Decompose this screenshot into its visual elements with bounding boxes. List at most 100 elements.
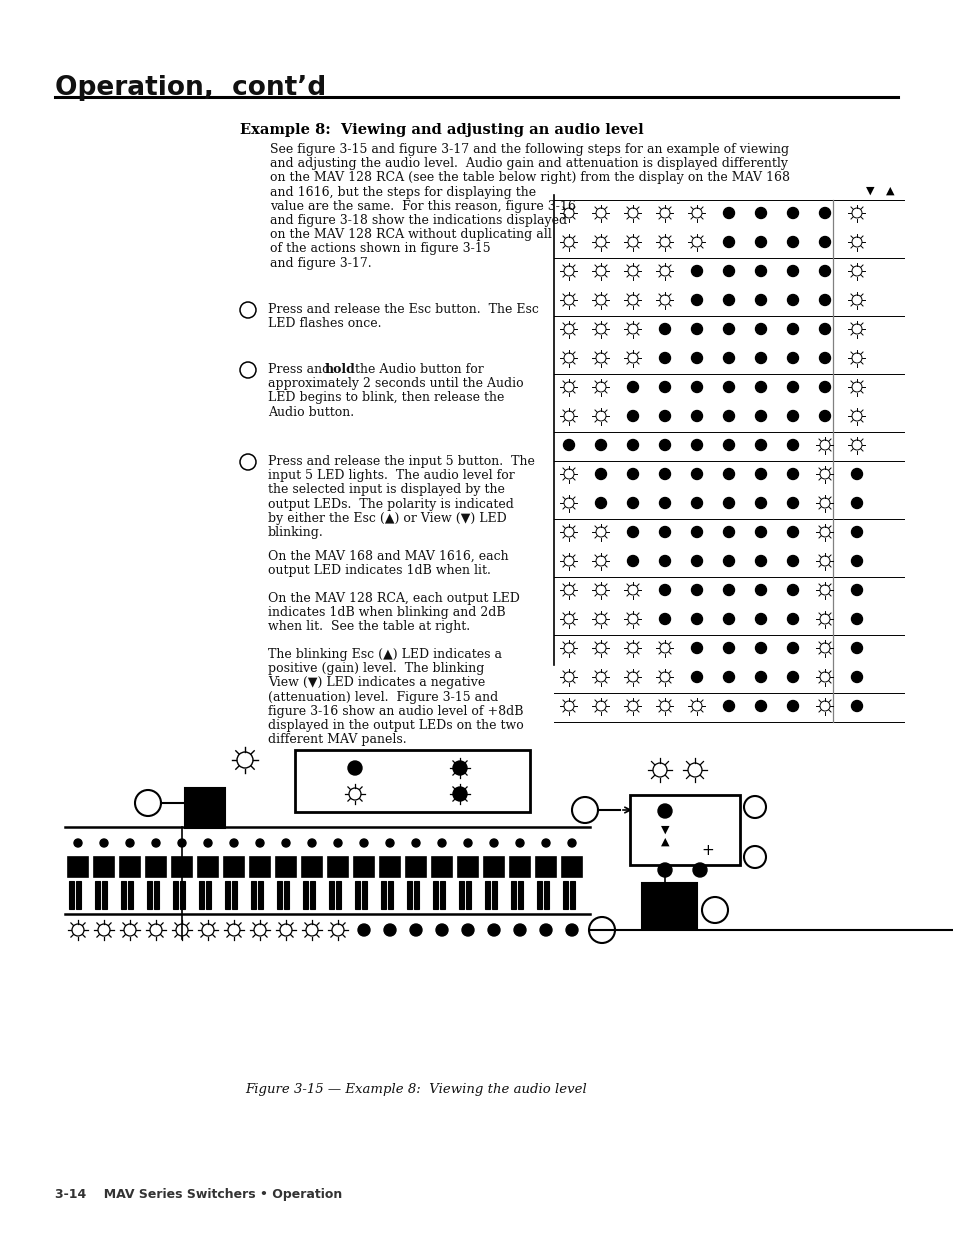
Bar — [439, 881, 444, 909]
Bar — [457, 857, 477, 877]
Circle shape — [786, 498, 798, 509]
Circle shape — [786, 352, 798, 363]
Text: and 1616, but the steps for displaying the: and 1616, but the steps for displaying t… — [270, 185, 536, 199]
Bar — [361, 881, 367, 909]
Text: and adjusting the audio level.  Audio gain and attenuation is displayed differen: and adjusting the audio level. Audio gai… — [270, 157, 787, 170]
Text: when lit.  See the table at right.: when lit. See the table at right. — [268, 620, 470, 634]
Circle shape — [851, 526, 862, 537]
Circle shape — [386, 839, 394, 847]
Text: ▲: ▲ — [660, 837, 669, 847]
Circle shape — [563, 440, 574, 451]
Circle shape — [755, 266, 765, 277]
Circle shape — [659, 468, 670, 479]
Circle shape — [627, 410, 638, 421]
Text: on the MAV 128 RCA (see the table below right) from the display on the MAV 168: on the MAV 128 RCA (see the table below … — [270, 172, 789, 184]
Circle shape — [410, 924, 421, 936]
Circle shape — [851, 672, 862, 683]
Bar — [198, 857, 218, 877]
Circle shape — [691, 352, 701, 363]
Circle shape — [722, 382, 734, 393]
Bar — [251, 881, 255, 909]
Circle shape — [755, 207, 765, 219]
Bar — [517, 881, 522, 909]
Circle shape — [659, 498, 670, 509]
Bar — [102, 881, 107, 909]
Circle shape — [786, 526, 798, 537]
Circle shape — [436, 924, 448, 936]
Text: output LEDs.  The polarity is indicated: output LEDs. The polarity is indicated — [268, 498, 514, 510]
Circle shape — [786, 584, 798, 595]
Circle shape — [659, 556, 670, 567]
Text: by either the Esc (▲) or View (▼) LED: by either the Esc (▲) or View (▼) LED — [268, 511, 506, 525]
Circle shape — [786, 382, 798, 393]
Circle shape — [691, 498, 701, 509]
Circle shape — [691, 266, 701, 277]
Circle shape — [819, 324, 830, 335]
Circle shape — [819, 236, 830, 247]
Bar — [414, 881, 418, 909]
Bar — [492, 881, 497, 909]
Circle shape — [100, 839, 108, 847]
Text: value are the same.  For this reason, figure 3-16: value are the same. For this reason, fig… — [270, 200, 576, 212]
Text: indicates 1dB when blinking and 2dB: indicates 1dB when blinking and 2dB — [268, 606, 505, 619]
Bar — [76, 881, 81, 909]
Circle shape — [755, 382, 765, 393]
Circle shape — [691, 642, 701, 653]
Circle shape — [755, 642, 765, 653]
Bar — [465, 881, 471, 909]
Circle shape — [755, 236, 765, 247]
Bar — [380, 881, 386, 909]
Bar — [629, 795, 740, 864]
Circle shape — [722, 266, 734, 277]
Circle shape — [722, 440, 734, 451]
Text: blinking.: blinking. — [268, 526, 323, 538]
Text: approximately 2 seconds until the Audio: approximately 2 seconds until the Audio — [268, 377, 523, 390]
Circle shape — [384, 924, 395, 936]
Circle shape — [786, 236, 798, 247]
Circle shape — [334, 839, 341, 847]
Circle shape — [659, 410, 670, 421]
Bar — [406, 857, 426, 877]
Bar — [379, 857, 399, 877]
Circle shape — [755, 294, 765, 305]
Bar — [641, 883, 697, 927]
Circle shape — [230, 839, 237, 847]
Circle shape — [516, 839, 523, 847]
Bar — [284, 881, 289, 909]
Circle shape — [659, 324, 670, 335]
Circle shape — [851, 556, 862, 567]
Bar — [407, 881, 412, 909]
Circle shape — [691, 294, 701, 305]
Circle shape — [357, 924, 370, 936]
Text: of the actions shown in figure 3-15: of the actions shown in figure 3-15 — [270, 242, 490, 256]
Text: Figure 3-15 — Example 8:  Viewing the audio level: Figure 3-15 — Example 8: Viewing the aud… — [245, 1083, 586, 1095]
Bar — [128, 881, 132, 909]
Text: 3-14    MAV Series Switchers • Operation: 3-14 MAV Series Switchers • Operation — [55, 1188, 342, 1200]
Bar — [94, 857, 113, 877]
Circle shape — [755, 468, 765, 479]
Circle shape — [851, 468, 862, 479]
Bar — [120, 857, 140, 877]
Circle shape — [786, 440, 798, 451]
Circle shape — [722, 614, 734, 625]
Bar — [388, 881, 393, 909]
Circle shape — [755, 672, 765, 683]
Circle shape — [786, 642, 798, 653]
Circle shape — [627, 498, 638, 509]
Bar — [484, 881, 490, 909]
Bar — [180, 881, 185, 909]
Bar — [511, 881, 516, 909]
Text: positive (gain) level.  The blinking: positive (gain) level. The blinking — [268, 662, 484, 676]
Circle shape — [541, 839, 550, 847]
Bar — [303, 881, 308, 909]
Text: and figure 3-18 show the indications displayed: and figure 3-18 show the indications dis… — [270, 214, 566, 227]
Circle shape — [658, 804, 671, 818]
Text: Audio button.: Audio button. — [268, 405, 354, 419]
Circle shape — [691, 468, 701, 479]
Circle shape — [851, 642, 862, 653]
Circle shape — [722, 410, 734, 421]
Circle shape — [567, 839, 576, 847]
Bar — [147, 881, 152, 909]
Text: the Audio button for: the Audio button for — [351, 363, 483, 375]
Circle shape — [539, 924, 552, 936]
